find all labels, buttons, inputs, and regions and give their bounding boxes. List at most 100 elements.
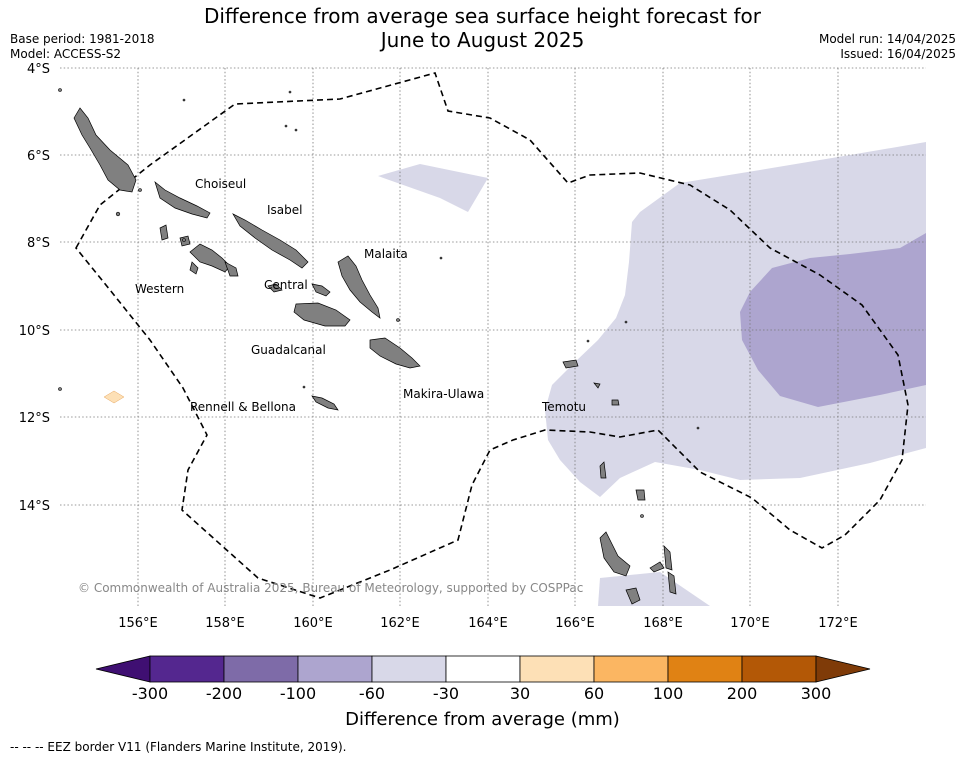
islet: [182, 98, 186, 102]
colorbar-tick-label: -200: [206, 684, 242, 703]
colorbar-tick-label: -300: [132, 684, 168, 703]
model-run-date: Model run: 14/04/2025: [818, 32, 956, 46]
longitude-labels: 156°E 158°E 160°E 162°E 164°E 166°E 168°…: [118, 616, 858, 631]
anomaly-shading: [103, 142, 926, 606]
latitude-labels: 4°S 6°S 8°S 10°S 12°S 14°S: [19, 62, 50, 514]
label-makira-ulawa: Makira-Ulawa: [403, 387, 484, 401]
islet: [640, 514, 644, 518]
lon-label: 168°E: [643, 616, 683, 631]
island-marovo: [224, 261, 239, 277]
anomaly-region-positive: [103, 390, 125, 404]
small-islets: [58, 88, 700, 518]
map-title: Difference from average sea surface heig…: [0, 4, 965, 52]
colorbar-ticks: -300 -200 -100 -60 -30 30 60 100 200 300: [132, 684, 831, 703]
anomaly-region-light-south: [598, 572, 710, 606]
lat-label: 12°S: [19, 411, 50, 426]
lon-label: 170°E: [730, 616, 770, 631]
colorbar-tick-label: 60: [584, 684, 604, 703]
colorbar-tick-label: -60: [359, 684, 385, 703]
colorbar-segment: [445, 655, 521, 683]
colorbar-segment: [149, 655, 225, 683]
lon-label: 172°E: [818, 616, 858, 631]
islet: [586, 339, 590, 343]
lon-label: 166°E: [555, 616, 595, 631]
anomaly-region-light-east: [545, 142, 926, 497]
land: [73, 107, 677, 605]
colorbar-tick-label: 30: [510, 684, 530, 703]
lat-label: 8°S: [27, 236, 50, 251]
colorbar-segment: [667, 655, 743, 683]
islet: [696, 426, 700, 430]
colorbar-extend-high: [815, 655, 871, 683]
islet: [58, 387, 62, 391]
lon-label: 162°E: [380, 616, 420, 631]
lat-label: 4°S: [27, 62, 50, 77]
islet: [115, 211, 121, 217]
issued-date: Issued: 16/04/2025: [840, 47, 956, 61]
colorbar-tick-label: 300: [801, 684, 832, 703]
colorbar-segment: [593, 655, 669, 683]
islet: [58, 88, 62, 92]
island-pentecost: [667, 571, 677, 595]
colorbar-extend-low: [95, 655, 151, 683]
eez-legend-note: -- -- -- EEZ border V11 (Flanders Marine…: [10, 740, 347, 754]
province-labels: Choiseul Isabel Malaita Western Central …: [135, 177, 586, 414]
island-ambae: [649, 561, 665, 573]
island-utupua: [593, 382, 601, 389]
label-western: Western: [135, 282, 184, 296]
island-maewo: [663, 545, 673, 571]
island-banks: [635, 489, 646, 501]
eez-border: [75, 72, 909, 599]
colorbar-segment: [519, 655, 595, 683]
island-vanikoro: [611, 399, 620, 406]
label-malaita: Malaita: [364, 247, 408, 261]
lat-label: 14°S: [19, 499, 50, 514]
copyright-notice: © Commonwealth of Australia 2025, Bureau…: [78, 581, 583, 595]
island-espiritu-santo: [599, 531, 631, 577]
anomaly-region-medium: [740, 233, 926, 407]
colorbar-segment: [741, 655, 817, 683]
graticule: [60, 67, 926, 606]
colorbar-tick-label: -30: [433, 684, 459, 703]
islet: [439, 256, 443, 260]
island-rennell: [311, 395, 339, 411]
colorbar-segment: [297, 655, 373, 683]
colorbar-segment: [223, 655, 299, 683]
island-rendova: [189, 261, 199, 275]
lon-label: 160°E: [293, 616, 333, 631]
colorbar-tick-label: 100: [653, 684, 684, 703]
lon-label: 156°E: [118, 616, 158, 631]
colorbar: -300 -200 -100 -60 -30 30 60 100 200 300: [95, 655, 871, 703]
island-bougainville: [73, 107, 137, 193]
model-info: Base period: 1981-2018 Model: ACCESS-S2: [10, 32, 155, 62]
island-isabel: [232, 213, 309, 269]
islet: [138, 188, 142, 192]
colorbar-tick-label: 200: [727, 684, 758, 703]
islet: [302, 385, 306, 389]
model-name: Model: ACCESS-S2: [10, 47, 122, 61]
eez-border-solomon: [75, 72, 909, 599]
islet: [294, 128, 298, 132]
lon-label: 158°E: [205, 616, 245, 631]
label-choiseul: Choiseul: [195, 177, 246, 191]
colorbar-segment: [371, 655, 447, 683]
label-guadalcanal: Guadalcanal: [251, 343, 326, 357]
island-central: [267, 283, 283, 293]
islet: [288, 90, 292, 94]
label-temotu: Temotu: [541, 400, 586, 414]
anomaly-region-light-north: [378, 164, 488, 212]
run-info: Model run: 14/04/2025 Issued: 16/04/2025: [819, 32, 956, 62]
title-line-1: Difference from average sea surface heig…: [203, 4, 762, 28]
lat-label: 6°S: [27, 149, 50, 164]
island-russell: [311, 283, 331, 297]
island-guadalcanal: [293, 302, 351, 327]
island-malekula: [625, 587, 641, 605]
islet: [182, 238, 186, 242]
title-line-2: June to August 2025: [380, 28, 585, 52]
lat-label: 10°S: [19, 324, 50, 339]
lon-label: 164°E: [468, 616, 508, 631]
colorbar-tick-label: -100: [280, 684, 316, 703]
islet: [624, 320, 628, 324]
island-torres: [599, 461, 607, 479]
island-santa-cruz: [562, 359, 579, 369]
